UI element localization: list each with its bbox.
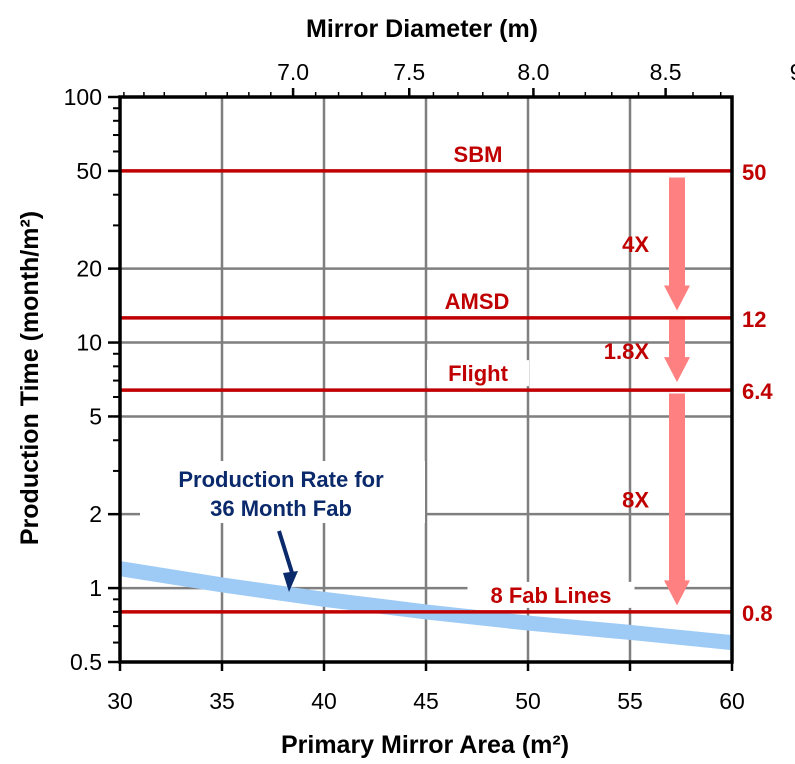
ref-line-label: 8 Fab Lines — [490, 583, 611, 608]
x-tick-label: 30 — [107, 688, 133, 714]
ref-line-label-bg — [439, 287, 515, 314]
ref-line-label: SBM — [454, 142, 503, 167]
y-tick-label: 50 — [76, 158, 102, 184]
x-tick-label: 55 — [617, 688, 643, 714]
labels: SBM 50 AMSD 12 Flight 6.4 8 Fab Lines 0.8 4X 1.8X… — [140, 140, 773, 626]
annotation-line-2: 36 Month Fab — [210, 496, 352, 521]
annotation-arrow-shaft — [277, 530, 295, 577]
y-axis-title: Production Time (month/m²) — [16, 211, 44, 545]
y-tick-label: 0.5 — [70, 649, 102, 675]
plot-frame — [118, 95, 734, 664]
x-tick-label: 45 — [413, 688, 439, 714]
annotation-arrow-head — [283, 571, 298, 592]
reduction-arrow — [664, 393, 690, 606]
x-tick-label: 35 — [209, 688, 235, 714]
y-tick-label: 20 — [76, 256, 102, 282]
top-x-tick-label: 9.0 — [790, 59, 795, 85]
top-x-tick-label: 7.0 — [277, 59, 309, 85]
top-x-tick-label: 7.5 — [393, 59, 425, 85]
y-tick-label: 10 — [76, 330, 102, 356]
reduction-arrow — [664, 319, 690, 383]
x-axis-title: Primary Mirror Area (m²) — [281, 731, 569, 759]
ref-value-label: 0.8 — [742, 601, 773, 626]
reduction-arrows — [664, 177, 690, 606]
top-x-tick-label: 8.0 — [517, 59, 549, 85]
top-axis-title: Mirror Diameter (m) — [306, 15, 538, 43]
ref-line-label: AMSD — [445, 289, 510, 314]
horizontal-lines — [120, 169, 732, 614]
ref-line-label-bg — [427, 360, 529, 387]
reduction-factor-label: 8X — [622, 487, 649, 512]
annotation-bg — [140, 461, 425, 523]
ref-line-label: Flight — [448, 361, 509, 386]
y-tick-label: 1 — [89, 575, 102, 601]
ref-value-label: 12 — [742, 307, 766, 332]
x-tick-label: 40 — [311, 688, 337, 714]
y-tick-label: 100 — [64, 84, 102, 110]
reduction-factor-label: 4X — [622, 232, 649, 257]
x-tick-label: 50 — [515, 688, 541, 714]
x-tick-label: 60 — [719, 688, 745, 714]
reduction-factor-label: 1.8X — [604, 339, 650, 364]
top-x-tick-label: 8.5 — [650, 59, 682, 85]
ref-line-label-bg — [446, 140, 510, 167]
y-tick-label: 5 — [89, 403, 102, 429]
reduction-arrow — [664, 177, 690, 311]
ref-value-label: 6.4 — [742, 379, 773, 404]
ref-line-label-bg — [467, 581, 635, 608]
y-tick-label: 2 — [89, 501, 102, 527]
annotation-line-1: Production Rate for — [178, 467, 384, 492]
ref-value-label: 50 — [742, 160, 766, 185]
